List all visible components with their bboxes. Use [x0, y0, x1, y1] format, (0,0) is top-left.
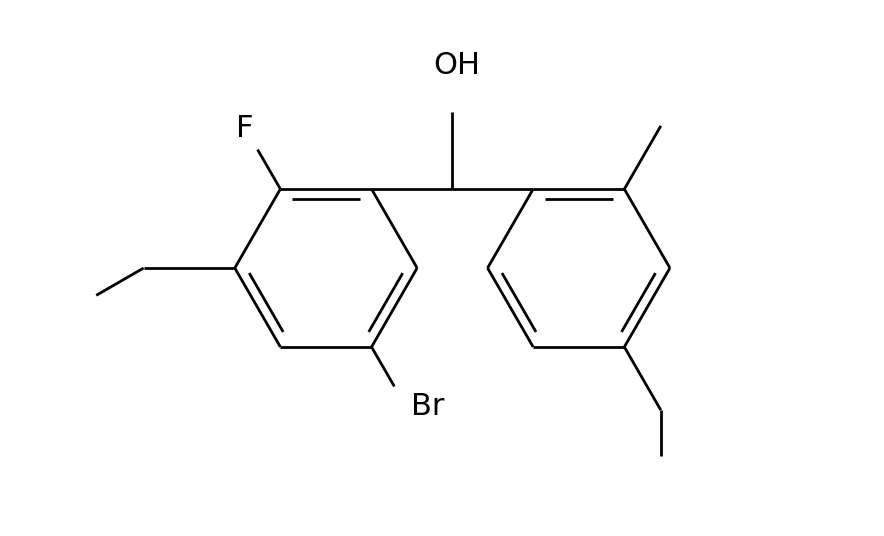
Text: F: F [236, 114, 254, 143]
Text: Br: Br [411, 392, 445, 421]
Text: OH: OH [433, 51, 480, 80]
